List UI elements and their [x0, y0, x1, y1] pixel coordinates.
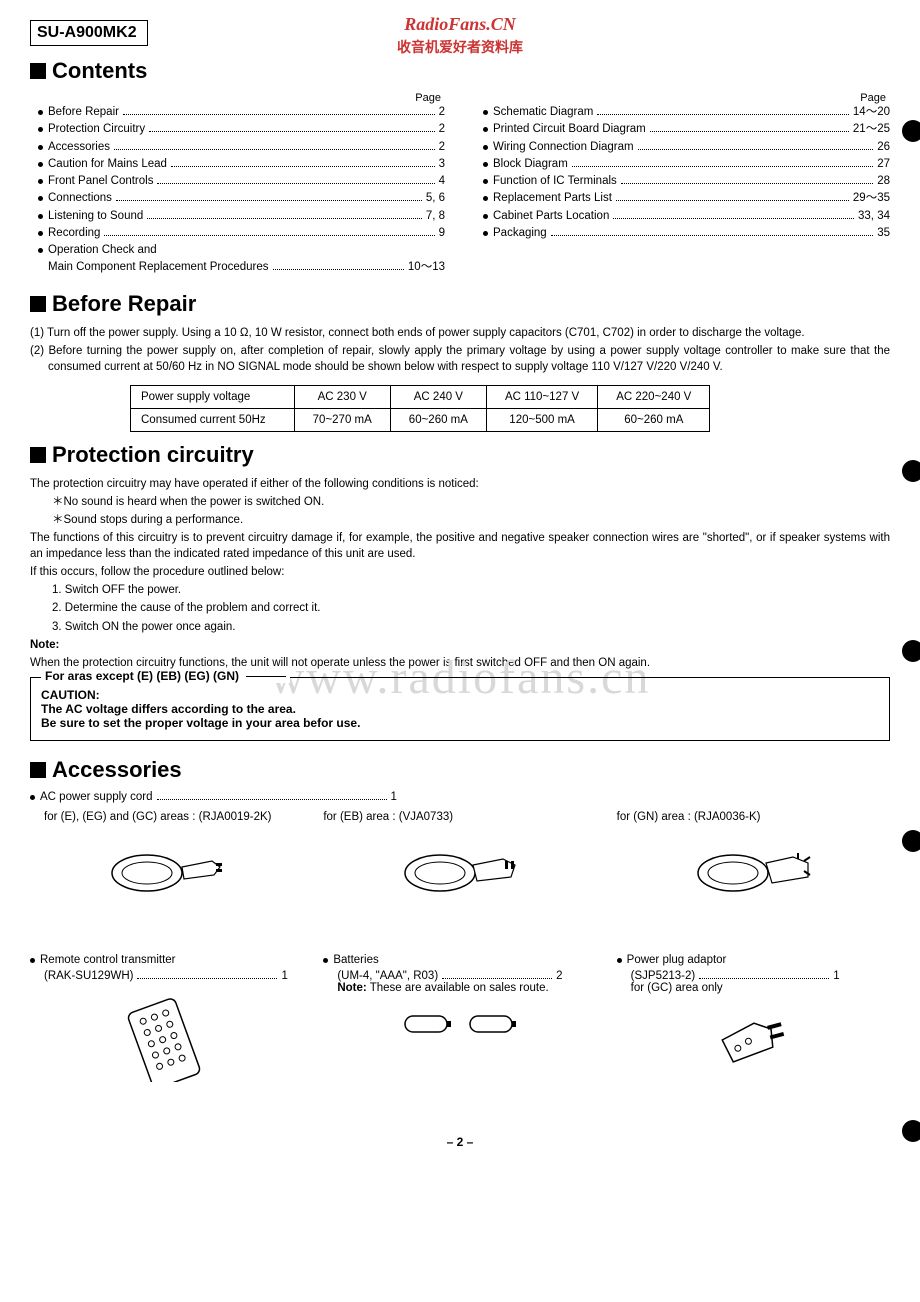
toc-row: Main Component Replacement Procedures10～…	[30, 259, 445, 276]
cord-icon	[323, 833, 596, 906]
page-header-left: Page	[30, 92, 445, 104]
punch-hole	[902, 460, 920, 482]
toc-row: Accessories2	[30, 139, 445, 156]
cord-icon	[30, 833, 303, 906]
punch-hole	[902, 120, 920, 142]
punch-hole	[902, 1120, 920, 1142]
toc-row: Cabinet Parts Location33, 34	[475, 208, 890, 225]
toc-row: Recording9	[30, 225, 445, 242]
punch-hole	[902, 640, 920, 662]
section-before-repair-title: Before Repair	[30, 291, 890, 317]
toc-row: Connections5, 6	[30, 190, 445, 207]
caution-box: For aras except (E) (EB) (EG) (GN) CAUTI…	[30, 677, 890, 741]
page-header: RadioFans.CN 收音机爱好者资料库	[0, 14, 920, 57]
plug-adapter-icon	[617, 1004, 890, 1077]
toc-row: Before Repair2	[30, 104, 445, 121]
toc-row: Caution for Mains Lead3	[30, 156, 445, 173]
section-contents-title: Contents	[30, 58, 890, 84]
protection-text: The protection circuitry may have operat…	[30, 476, 890, 671]
voltage-table: Power supply voltageAC 230 VAC 240 VAC 1…	[130, 385, 710, 432]
before-repair-text: (1) Turn off the power supply. Using a 1…	[30, 325, 890, 375]
toc-row: Block Diagram27	[475, 156, 890, 173]
page-header-right: Page	[475, 92, 890, 104]
section-protection-title: Protection circuitry	[30, 442, 890, 468]
accessories-row2: Remote control transmitter (RAK-SU129WH)…	[30, 950, 890, 1085]
contents-table: Page Before Repair2 Protection Circuitry…	[30, 92, 890, 277]
toc-row: Wiring Connection Diagram26	[475, 139, 890, 156]
toc-row: Front Panel Controls4	[30, 173, 445, 190]
toc-row: Replacement Parts List29～35	[475, 190, 890, 207]
section-accessories-title: Accessories	[30, 757, 890, 783]
cord-icon	[617, 833, 890, 906]
header-subtitle: 收音机爱好者资料库	[0, 37, 920, 57]
remote-icon	[30, 992, 303, 1085]
toc-row: Function of IC Terminals28	[475, 173, 890, 190]
toc-row: Packaging35	[475, 225, 890, 242]
accessory-cord-row: AC power supply cord1	[30, 791, 890, 803]
toc-row: Printed Circuit Board Diagram21～25	[475, 121, 890, 138]
toc-row: Operation Check and	[30, 242, 445, 259]
toc-row: Protection Circuitry2	[30, 121, 445, 138]
page-number: – 2 –	[30, 1135, 890, 1149]
toc-row: Schematic Diagram14～20	[475, 104, 890, 121]
header-link: RadioFans.CN	[0, 14, 920, 35]
punch-hole	[902, 830, 920, 852]
battery-icon	[323, 1004, 596, 1047]
toc-row: Listening to Sound7, 8	[30, 208, 445, 225]
cord-variants: for (E), (EG) and (GC) areas : (RJA0019-…	[30, 811, 890, 906]
